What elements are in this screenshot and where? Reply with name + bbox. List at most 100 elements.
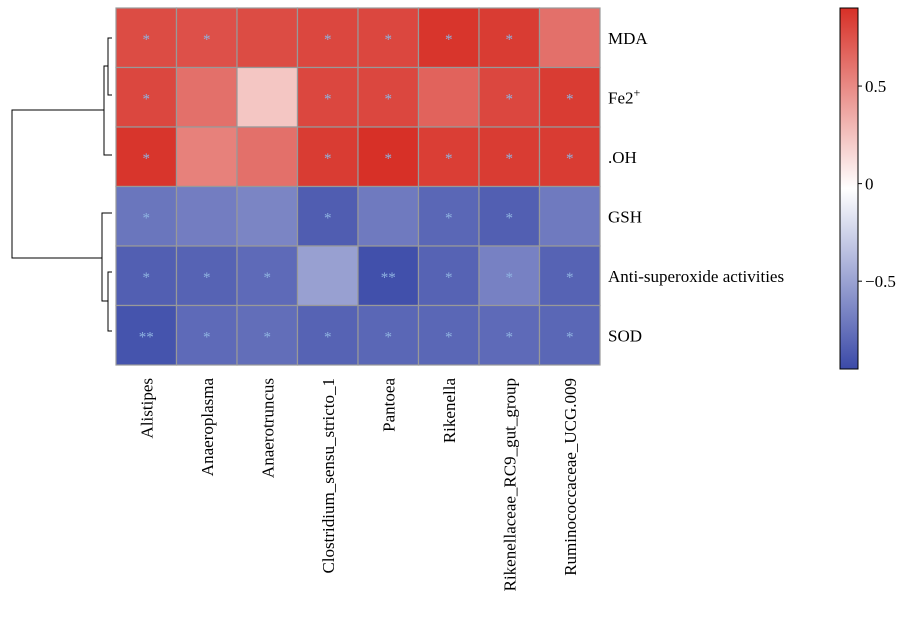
heatmap-cell (175, 304, 238, 366)
significance-marker: * (324, 151, 332, 167)
row-label: MDA (608, 29, 648, 48)
heatmap-cell (236, 126, 299, 188)
heatmap-cell (357, 304, 420, 366)
significance-marker: * (264, 329, 272, 345)
heatmap-cell (236, 304, 299, 366)
significance-marker: * (445, 270, 453, 286)
significance-marker: * (445, 151, 453, 167)
significance-marker: * (506, 91, 514, 107)
significance-marker: * (143, 32, 151, 48)
significance-marker: * (506, 329, 514, 345)
heatmap-cell (538, 185, 601, 247)
colorbar-gradient (839, 7, 859, 370)
row-dendrogram (11, 37, 112, 332)
heatmap-cell (236, 7, 299, 69)
column-label: Anaeroplasma (198, 378, 217, 477)
column-label: Anaerotruncus (258, 378, 277, 478)
significance-marker: * (506, 32, 514, 48)
significance-marker: * (143, 270, 151, 286)
significance-marker: * (566, 151, 574, 167)
significance-marker: * (385, 32, 393, 48)
column-label: Alistipes (137, 378, 156, 438)
significance-marker: ** (381, 270, 396, 286)
colorbar-ticks: 0.5 0 −0.5 (858, 77, 896, 291)
column-label: Rikenella (440, 378, 459, 444)
significance-marker: * (566, 270, 574, 286)
significance-marker: * (324, 91, 332, 107)
colorbar-tick-label: −0.5 (865, 272, 896, 291)
heatmap-cell (478, 7, 541, 69)
significance-marker: * (143, 151, 151, 167)
heatmap-cell (357, 185, 420, 247)
column-label: Rikenellaceae_RC9_gut_group (500, 378, 519, 591)
heatmap-cell (296, 245, 359, 307)
row-label: Fe2+ (608, 85, 641, 107)
heatmap-cell (538, 304, 601, 366)
significance-marker: * (445, 32, 453, 48)
significance-marker: * (143, 210, 151, 226)
significance-marker: * (203, 329, 211, 345)
significance-marker: * (385, 91, 393, 107)
column-label: Ruminococcaceae_UCG.009 (561, 378, 580, 576)
heatmap-cell (478, 66, 541, 128)
heatmap-cell (236, 245, 299, 307)
column-label: Clostridium_sensu_stricto_1 (319, 378, 338, 574)
heatmap-cell (538, 245, 601, 307)
heatmap-cell (296, 304, 359, 366)
heatmap-cell (115, 185, 178, 247)
colorbar: 0.5 0 −0.5 (839, 7, 896, 370)
heatmap-cell (236, 185, 299, 247)
significance-marker: * (143, 91, 151, 107)
heatmap-cell (417, 304, 480, 366)
row-label: Anti-superoxide activities (608, 267, 784, 286)
significance-marker: ** (139, 329, 154, 345)
significance-marker: * (566, 329, 574, 345)
column-label: Pantoea (379, 378, 398, 432)
dendro-root (11, 109, 104, 259)
dendro-bottom-join (101, 212, 112, 302)
heatmap-cell (175, 126, 238, 188)
heatmap-cell (175, 185, 238, 247)
heatmap-cell (417, 66, 480, 128)
column-labels: Alistipes Anaeroplasma Anaerotruncus Clostr… (137, 378, 580, 592)
heatmap-cells (115, 7, 601, 366)
significance-marker: * (385, 151, 393, 167)
heatmap-cell (115, 304, 178, 366)
significance-marker: * (506, 151, 514, 167)
significance-marker: * (506, 270, 514, 286)
heatmap-cell (417, 245, 480, 307)
significance-marker: * (264, 270, 272, 286)
significance-marker: * (445, 210, 453, 226)
significance-marker: * (445, 329, 453, 345)
significance-marker: * (324, 329, 332, 345)
significance-marker: * (566, 91, 574, 107)
heatmap-cell (538, 7, 601, 69)
dendro-anti-sod (107, 271, 112, 332)
dendro-mda-fe2 (107, 37, 112, 96)
heatmap-cell (296, 126, 359, 188)
row-label: SOD (608, 326, 642, 345)
heatmap-cell (478, 245, 541, 307)
colorbar-tick-label: 0 (865, 175, 874, 194)
heatmap-cell (236, 66, 299, 128)
heatmap-cell (175, 66, 238, 128)
row-label: GSH (608, 207, 642, 226)
row-labels: MDA Fe2+ .OH GSH Anti-superoxide activities S… (608, 29, 784, 346)
significance-marker: * (324, 32, 332, 48)
row-label: .OH (608, 148, 637, 167)
significance-marker: * (506, 210, 514, 226)
heatmap-cell (417, 126, 480, 188)
significance-marker: * (385, 329, 393, 345)
significance-marker: * (203, 270, 211, 286)
heatmap-cell (357, 126, 420, 188)
heatmap-cell (538, 66, 601, 128)
significance-marker: * (324, 210, 332, 226)
heatmap-cell (175, 7, 238, 69)
significance-marker: * (203, 32, 211, 48)
heatmap-cell (296, 185, 359, 247)
heatmap-cell (357, 66, 420, 128)
significance-markers: * * * * * ** * * * ** * * * * ** * * ** * * ** * * *** * * * * * * * (139, 32, 574, 346)
colorbar-tick-label: 0.5 (865, 77, 886, 96)
heatmap-cell (478, 304, 541, 366)
